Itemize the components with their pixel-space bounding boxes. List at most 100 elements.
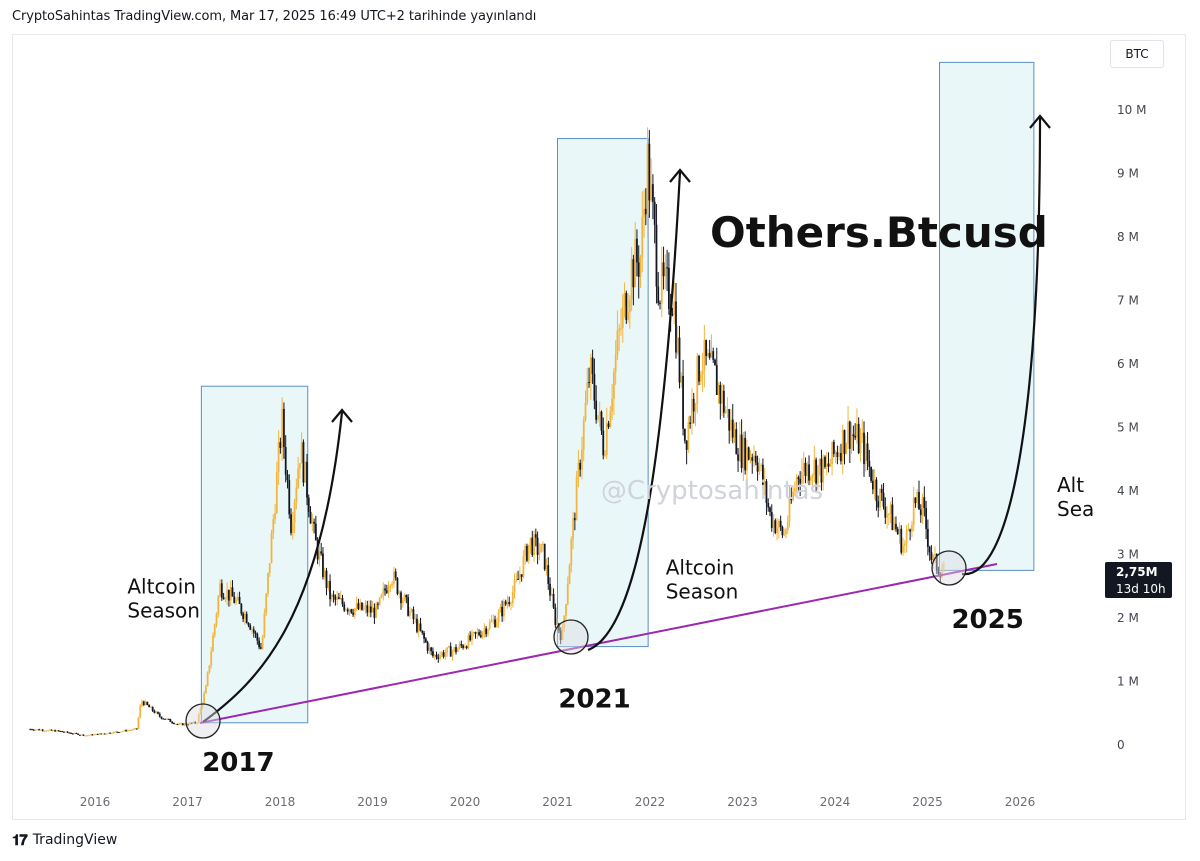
- candle-body: [391, 583, 394, 586]
- candle-body: [265, 593, 268, 614]
- candle-body: [790, 496, 793, 501]
- candle-body: [898, 528, 901, 535]
- candle-body: [746, 447, 748, 471]
- bottom-circle-icon: [931, 550, 967, 586]
- candle-body: [132, 729, 135, 731]
- candle-body: [327, 581, 330, 588]
- price-tick-label: 3 M: [1117, 548, 1139, 562]
- candle-body: [151, 706, 154, 711]
- candle-body: [845, 443, 848, 454]
- candle-body: [103, 733, 106, 735]
- candle-body: [460, 644, 463, 646]
- candle-body: [320, 551, 323, 554]
- candle-body: [671, 314, 674, 316]
- candle-body: [518, 574, 521, 579]
- candle-body: [423, 632, 425, 639]
- currency-button[interactable]: BTC: [1110, 40, 1164, 68]
- candle-body: [914, 497, 917, 504]
- candle-body: [483, 628, 486, 633]
- candle-body: [907, 529, 910, 531]
- candle-body: [597, 415, 599, 420]
- annotation-label: Alt: [1057, 473, 1084, 497]
- candle-body: [501, 606, 504, 617]
- candle-body: [219, 583, 221, 597]
- candle-body: [769, 507, 771, 513]
- candle-body: [469, 635, 472, 641]
- candle-body: [699, 374, 702, 382]
- candle-body: [607, 423, 610, 428]
- candle-body: [760, 464, 763, 467]
- time-tick-label: 2018: [265, 795, 296, 809]
- candle-body: [325, 570, 328, 588]
- candle-body: [612, 371, 615, 399]
- annotation-label: Altcoin: [127, 575, 196, 599]
- candle-body: [31, 729, 33, 731]
- candle-body: [896, 528, 899, 535]
- candle-body: [139, 705, 142, 718]
- candle-body: [467, 635, 470, 649]
- highlight-box: [557, 138, 649, 648]
- candle-body: [448, 646, 450, 648]
- candle-body: [235, 599, 237, 603]
- candle-body: [646, 143, 649, 215]
- candle-body: [346, 609, 349, 612]
- candle-body: [667, 267, 670, 310]
- annotation-label: Altcoin: [666, 556, 735, 580]
- candle-body: [224, 598, 227, 600]
- candle-body: [856, 423, 858, 438]
- chart-frame: [12, 34, 1186, 820]
- candle-body: [125, 730, 127, 732]
- candle-body: [428, 647, 431, 651]
- candle-body: [882, 492, 885, 507]
- candle-body: [192, 721, 195, 724]
- candle-body: [446, 647, 449, 653]
- candle-body: [636, 238, 638, 263]
- candle-body: [417, 623, 420, 632]
- candle-body: [259, 647, 262, 649]
- candle-body: [799, 478, 802, 484]
- candle-body: [34, 729, 37, 731]
- candle-body: [650, 184, 653, 201]
- candle-body: [848, 421, 851, 449]
- candle-body: [41, 729, 44, 731]
- candle-body: [683, 428, 686, 441]
- highlight-boxes: [200, 61, 1035, 724]
- candle-body: [251, 629, 253, 631]
- candle-body: [208, 665, 211, 673]
- publish-header: CryptoSahintas TradingView.com, Mar 17, …: [12, 9, 537, 24]
- candle-body: [270, 533, 273, 564]
- candle-body: [653, 201, 656, 225]
- candle-body: [158, 713, 161, 717]
- candle-body: [178, 723, 181, 725]
- candle-body: [680, 375, 683, 383]
- candle-body: [89, 734, 92, 736]
- candle-body: [261, 637, 264, 649]
- candle-body: [359, 602, 362, 610]
- candle-body: [522, 556, 525, 577]
- candle-body: [394, 571, 397, 579]
- price-axis: 0 1 M 2 M 3 M 4 M 5 M 6 M 7 M 8 M 9 M 10 M: [1117, 103, 1146, 752]
- candle-body: [584, 402, 587, 421]
- candle-body: [880, 488, 883, 493]
- candle-body: [298, 463, 301, 469]
- candle-body: [135, 728, 138, 730]
- candle-body: [806, 464, 809, 477]
- candle-body: [886, 514, 888, 518]
- candle-body: [793, 488, 796, 492]
- candle-body: [361, 602, 363, 610]
- candle-body: [487, 629, 489, 635]
- candle-body: [676, 337, 679, 353]
- candle-body: [439, 655, 441, 659]
- candle-body: [834, 452, 837, 455]
- candle-body: [643, 208, 645, 217]
- candle-body: [400, 592, 402, 604]
- candle-body: [380, 594, 383, 598]
- candle-body: [96, 733, 99, 735]
- candle-body: [84, 735, 87, 737]
- candle-body: [107, 732, 110, 734]
- price-label-countdown: 13d 10h: [1116, 582, 1166, 596]
- candle-body: [527, 544, 530, 561]
- candle-body: [206, 672, 209, 686]
- candle-body: [506, 602, 509, 605]
